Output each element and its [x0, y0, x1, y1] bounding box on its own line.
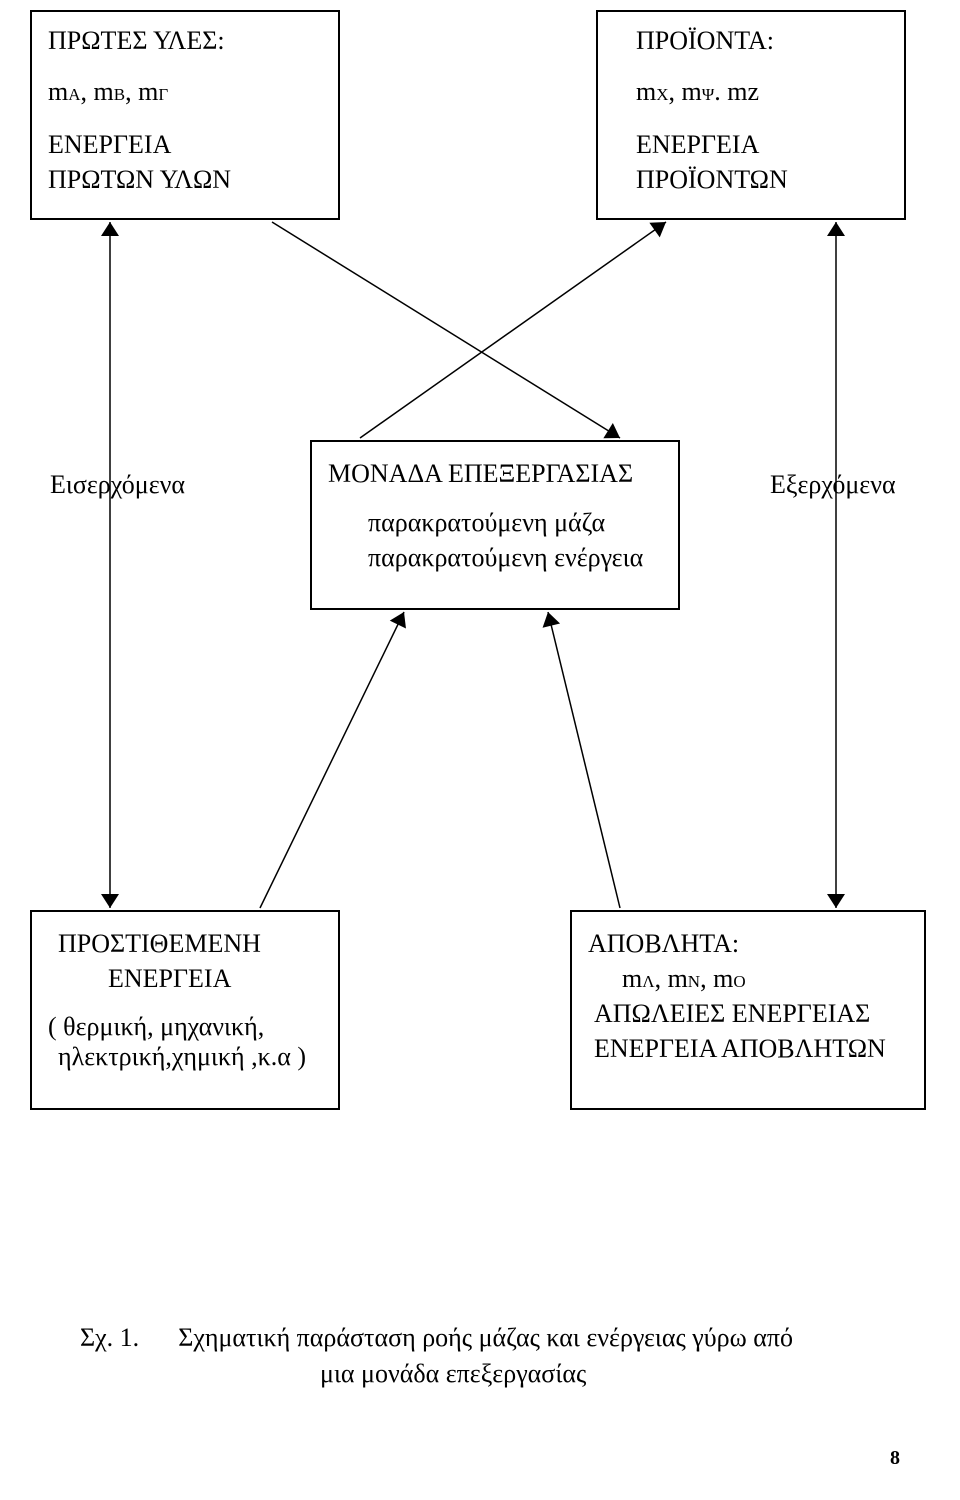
- waste-masses: mΛ, mΝ, mΟ: [622, 961, 908, 996]
- products-masses: mΧ, mΨ. mz: [636, 74, 888, 109]
- added-energy-line3: ( θερμική, μηχανική,: [48, 1012, 322, 1042]
- raw-materials-masses: mΑ, mΒ, mΓ: [48, 74, 322, 109]
- caption-text1: Σχηματική παράσταση ροής μάζας και ενέργ…: [178, 1323, 793, 1352]
- waste-title: ΑΠΟΒΛΗΤΑ:: [588, 926, 908, 961]
- box-waste: ΑΠΟΒΛΗΤΑ: mΛ, mΝ, mΟ ΑΠΩΛΕΙΕΣ ΕΝΕΡΓΕΙΑΣ …: [570, 910, 926, 1110]
- label-outgoing: Εξερχόμενα: [770, 470, 896, 500]
- products-energy-2: ΠΡΟΪΟΝΤΩΝ: [636, 162, 888, 197]
- added-energy-title1: ΠΡΟΣΤΙΘΕΜΕΝΗ: [58, 926, 322, 961]
- label-incoming: Εισερχόμενα: [50, 470, 185, 500]
- added-energy-title2: ΕΝΕΡΓΕΙΑ: [108, 961, 322, 996]
- products-title: ΠΡΟΪΟΝΤΑ:: [636, 26, 888, 56]
- processing-unit-line3: παρακρατούμενη ενέργεια: [368, 540, 662, 575]
- page-number: 8: [890, 1447, 900, 1470]
- waste-line4: ΕΝΕΡΓΕΙΑ ΑΠΟΒΛΗΤΩΝ: [594, 1031, 908, 1066]
- caption-text2: μια μονάδα επεξεργασίας: [320, 1356, 880, 1392]
- box-products: ΠΡΟΪΟΝΤΑ: mΧ, mΨ. mz ΕΝΕΡΓΕΙΑ ΠΡΟΪΟΝΤΩΝ: [596, 10, 906, 220]
- added-energy-line4: ηλεκτρική,χημική ,κ.α ): [58, 1042, 322, 1072]
- box-processing-unit: ΜΟΝΑΔΑ ΕΠΕΞΕΡΓΑΣΙΑΣ παρακρατούμενη μάζα …: [310, 440, 680, 610]
- page: ΠΡΩΤΕΣ ΥΛΕΣ: mΑ, mΒ, mΓ ΕΝΕΡΓΕΙΑ ΠΡΩΤΩΝ …: [0, 0, 960, 1500]
- processing-unit-title: ΜΟΝΑΔΑ ΕΠΕΞΕΡΓΑΣΙΑΣ: [328, 456, 662, 491]
- products-energy-1: ΕΝΕΡΓΕΙΑ: [636, 127, 888, 162]
- arrows-overlay: [0, 0, 960, 1500]
- raw-materials-energy-1: ΕΝΕΡΓΕΙΑ: [48, 127, 322, 162]
- caption-label: Σχ. 1.: [80, 1323, 139, 1352]
- box-added-energy: ΠΡΟΣΤΙΘΕΜΕΝΗ ΕΝΕΡΓΕΙΑ ( θερμική, μηχανικ…: [30, 910, 340, 1110]
- figure-caption: Σχ. 1. Σχηματική παράσταση ροής μάζας κα…: [80, 1320, 880, 1393]
- raw-materials-energy-2: ΠΡΩΤΩΝ ΥΛΩΝ: [48, 162, 322, 197]
- raw-materials-title: ΠΡΩΤΕΣ ΥΛΕΣ:: [48, 26, 322, 56]
- box-raw-materials: ΠΡΩΤΕΣ ΥΛΕΣ: mΑ, mΒ, mΓ ΕΝΕΡΓΕΙΑ ΠΡΩΤΩΝ …: [30, 10, 340, 220]
- processing-unit-line2: παρακρατούμενη μάζα: [368, 505, 662, 540]
- waste-line3: ΑΠΩΛΕΙΕΣ ΕΝΕΡΓΕΙΑΣ: [594, 996, 908, 1031]
